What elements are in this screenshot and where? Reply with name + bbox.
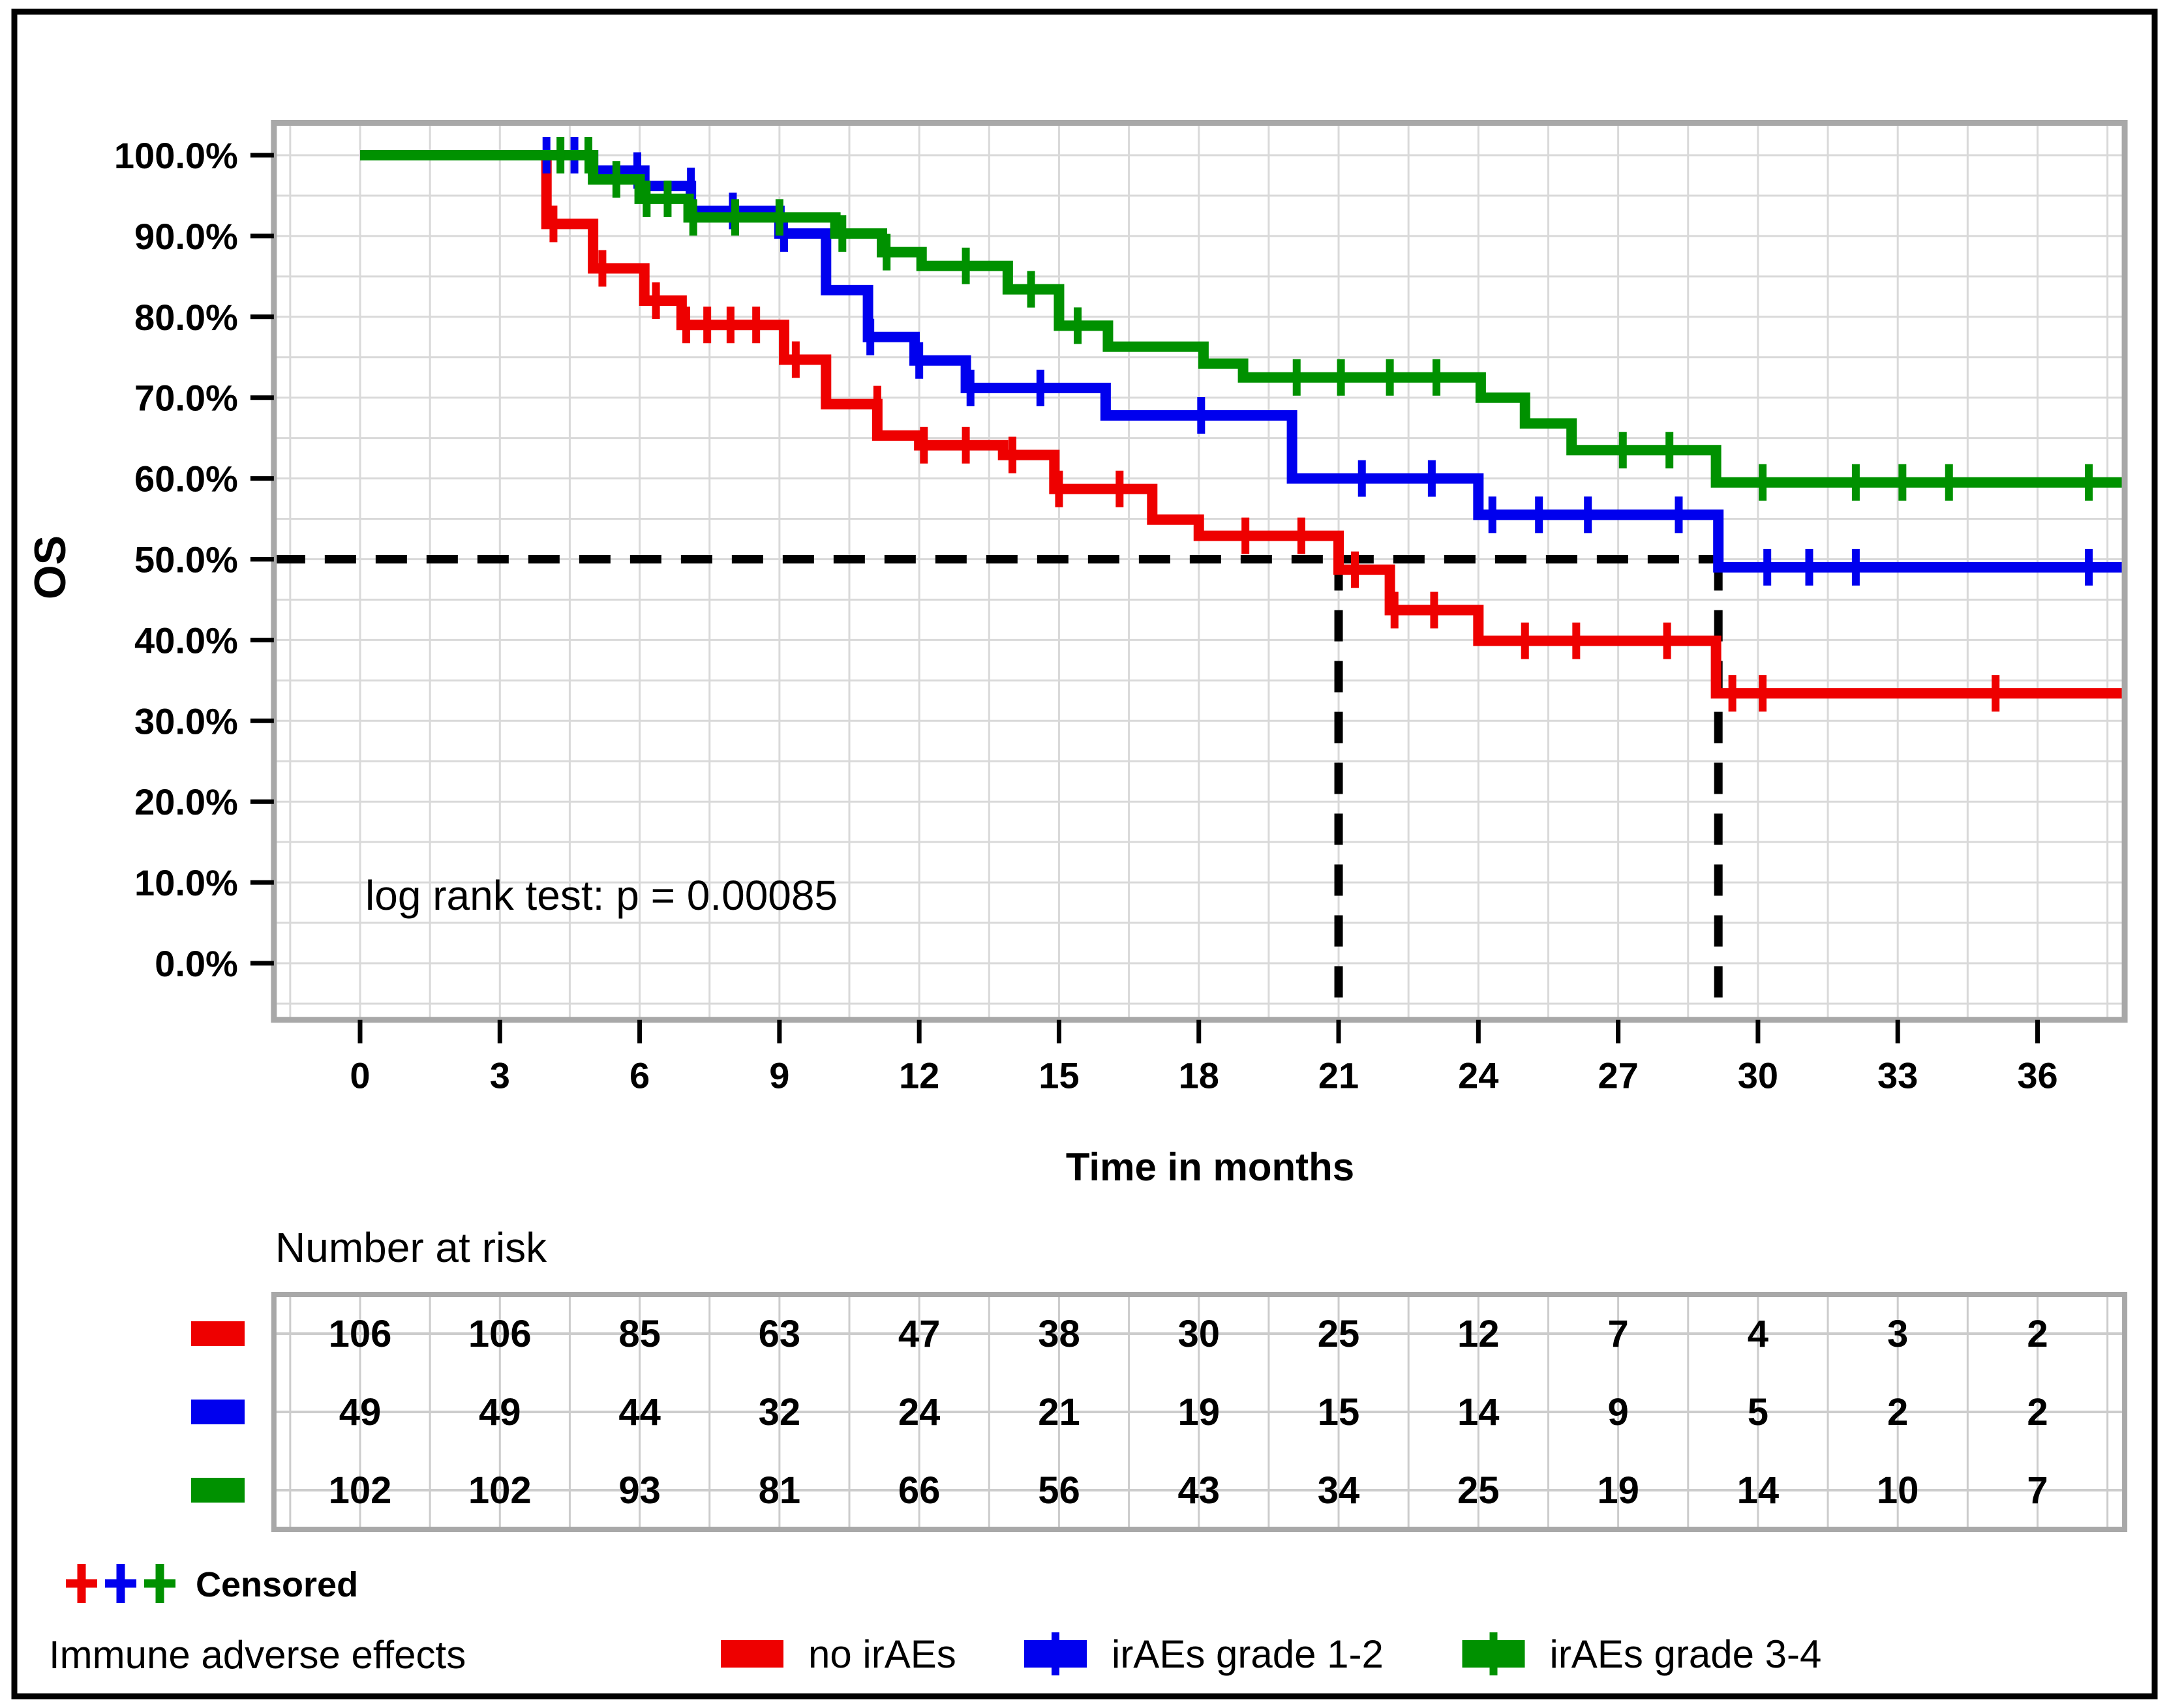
legend-label: no irAEs (808, 1632, 956, 1676)
y-tick-label: 20.0% (134, 781, 238, 822)
y-tick-label: 80.0% (134, 297, 238, 338)
risk-count: 38 (1038, 1313, 1080, 1355)
risk-count: 3 (1887, 1313, 1908, 1355)
risk-count: 19 (1597, 1469, 1639, 1512)
risk-count: 25 (1457, 1469, 1500, 1512)
x-tick-label: 30 (1738, 1055, 1778, 1096)
y-tick-label: 30.0% (134, 700, 238, 742)
risk-count: 14 (1457, 1391, 1500, 1433)
x-tick-label: 27 (1598, 1055, 1638, 1096)
y-tick-label: 70.0% (134, 378, 238, 419)
risk-count: 47 (898, 1313, 941, 1355)
risk-count: 14 (1737, 1469, 1780, 1512)
risk-table-border (271, 1292, 2128, 1532)
risk-count: 9 (1607, 1391, 1628, 1433)
y-tick-label: 90.0% (134, 216, 238, 257)
risk-count: 43 (1177, 1469, 1220, 1512)
risk-count: 63 (759, 1313, 801, 1355)
risk-count: 4 (1748, 1313, 1768, 1355)
y-tick-label: 50.0% (134, 539, 238, 580)
risk-table-title: Number at risk (275, 1224, 547, 1271)
risk-count: 7 (1607, 1313, 1628, 1355)
risk-count: 21 (1038, 1391, 1080, 1433)
km-curve-irAEs-grade-1-2 (360, 150, 2125, 573)
risk-count: 49 (339, 1391, 382, 1433)
risk-row-swatch-green (191, 1478, 245, 1503)
risk-count: 66 (898, 1469, 941, 1512)
risk-count: 56 (1038, 1469, 1080, 1512)
legend-label: irAEs grade 1-2 (1112, 1632, 1384, 1676)
risk-count: 34 (1318, 1469, 1360, 1512)
legend-title: Immune adverse effects (49, 1633, 466, 1677)
x-tick-label: 33 (1877, 1055, 1918, 1096)
x-tick-label: 6 (629, 1055, 650, 1096)
risk-count: 49 (479, 1391, 521, 1433)
risk-count: 15 (1318, 1391, 1360, 1433)
risk-count: 93 (618, 1469, 661, 1512)
risk-count: 10 (1877, 1469, 1919, 1512)
censored-legend-label: Censored (196, 1565, 358, 1604)
risk-count: 24 (898, 1391, 941, 1433)
risk-count: 12 (1457, 1313, 1500, 1355)
y-tick-label: 40.0% (134, 620, 238, 661)
risk-count: 102 (329, 1469, 392, 1512)
risk-count: 2 (2027, 1391, 2048, 1433)
risk-count: 106 (329, 1313, 392, 1355)
x-tick-label: 36 (2017, 1055, 2057, 1096)
km-curve-no-irAEs (360, 150, 2125, 699)
y-tick-label: 60.0% (134, 458, 238, 500)
risk-count: 7 (2027, 1469, 2048, 1512)
x-tick-label: 24 (1458, 1055, 1498, 1096)
x-tick-label: 21 (1318, 1055, 1359, 1096)
logrank-annotation: log rank test: p = 0.00085 (365, 872, 838, 919)
risk-count: 25 (1318, 1313, 1360, 1355)
series-legend: no irAEs irAEs grade 1-2 irAEs grade 3-4 (721, 1632, 1821, 1676)
x-tick-label: 18 (1179, 1055, 1219, 1096)
legend-label: irAEs grade 3-4 (1550, 1632, 1822, 1676)
risk-count: 81 (759, 1469, 801, 1512)
x-tick-label: 3 (490, 1055, 510, 1096)
y-axis-title: OS (25, 535, 75, 599)
km-curve-irAEs-grade-3-4 (360, 150, 2125, 488)
risk-count: 106 (468, 1313, 532, 1355)
axes-ticks-and-labels: 0 3 6 9 12 15 18 21 24 27 30 33 36100.0%90.0%80.0%70… (114, 119, 2128, 1096)
risk-count: 2 (1887, 1391, 1908, 1433)
risk-count: 30 (1177, 1313, 1220, 1355)
risk-count: 5 (1748, 1391, 1768, 1433)
number-at-risk-table: 106 106 85 63 47 38 30 25 12 7 4 3 249 49 44 32 24 21 19 15… (191, 1292, 2128, 1532)
risk-row-swatch-red (191, 1321, 245, 1346)
x-tick-label: 12 (899, 1055, 939, 1096)
risk-count: 85 (618, 1313, 661, 1355)
censored-legend-marks (66, 1564, 175, 1603)
x-tick-label: 15 (1039, 1055, 1079, 1096)
risk-count: 19 (1177, 1391, 1220, 1433)
y-tick-label: 100.0% (114, 135, 238, 176)
survival-curves (360, 137, 2125, 712)
y-tick-label: 10.0% (134, 862, 238, 903)
y-tick-label: 0.0% (155, 943, 238, 984)
legend-swatch-red (721, 1640, 783, 1668)
risk-count: 32 (759, 1391, 801, 1433)
x-tick-label: 9 (769, 1055, 789, 1096)
risk-row-swatch-blue (191, 1400, 245, 1424)
risk-count: 102 (468, 1469, 532, 1512)
risk-count: 2 (2027, 1313, 2048, 1355)
x-axis-title: Time in months (1066, 1145, 1354, 1189)
risk-count: 44 (618, 1391, 661, 1433)
x-tick-label: 0 (350, 1055, 370, 1096)
